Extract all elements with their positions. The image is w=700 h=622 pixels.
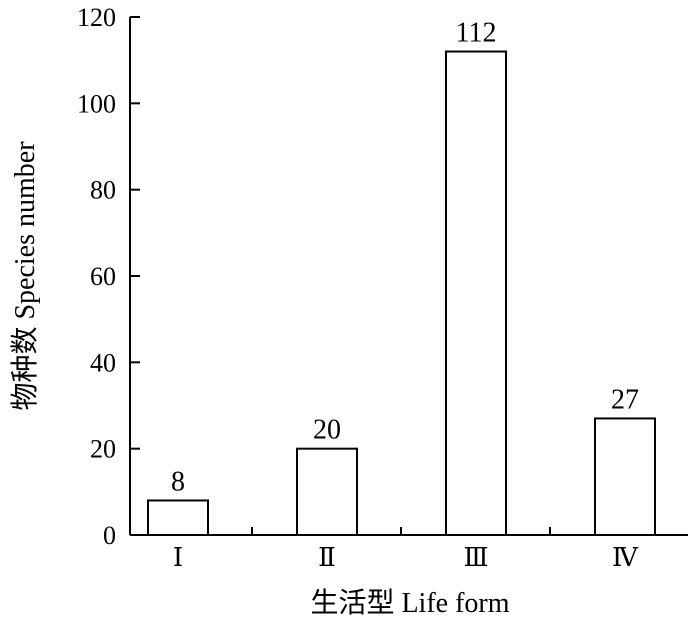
y-tick-label: 120 (77, 3, 116, 32)
bar (445, 50, 507, 537)
x-axis-title: 生活型 Life form (310, 587, 509, 619)
y-tick-label: 100 (77, 89, 116, 118)
data-labels: 8 20 112 27 (171, 18, 639, 498)
bars (147, 50, 656, 537)
x-tick-label: Ⅲ (463, 543, 488, 572)
axes: 0 20 40 60 80 100 120 Ⅰ Ⅱ Ⅲ Ⅳ (77, 3, 688, 572)
y-axis-title: 物种数 Species number (9, 141, 41, 411)
bar-value-label: 112 (456, 18, 497, 49)
x-tick-label: Ⅰ (173, 543, 183, 572)
y-tick-label: 80 (90, 176, 116, 205)
y-tick-label: 0 (103, 521, 116, 550)
x-tick-label: Ⅳ (612, 543, 639, 572)
x-tick-label: Ⅱ (318, 543, 336, 572)
bar (594, 417, 656, 537)
y-tick-label: 40 (90, 348, 116, 377)
bar (296, 447, 358, 536)
bar-value-label: 20 (313, 415, 341, 446)
bar-value-label: 8 (171, 466, 185, 497)
bar (147, 499, 209, 537)
bar-value-label: 27 (611, 384, 639, 415)
y-tick-label: 20 (90, 435, 116, 464)
y-tick-label: 60 (90, 262, 116, 291)
